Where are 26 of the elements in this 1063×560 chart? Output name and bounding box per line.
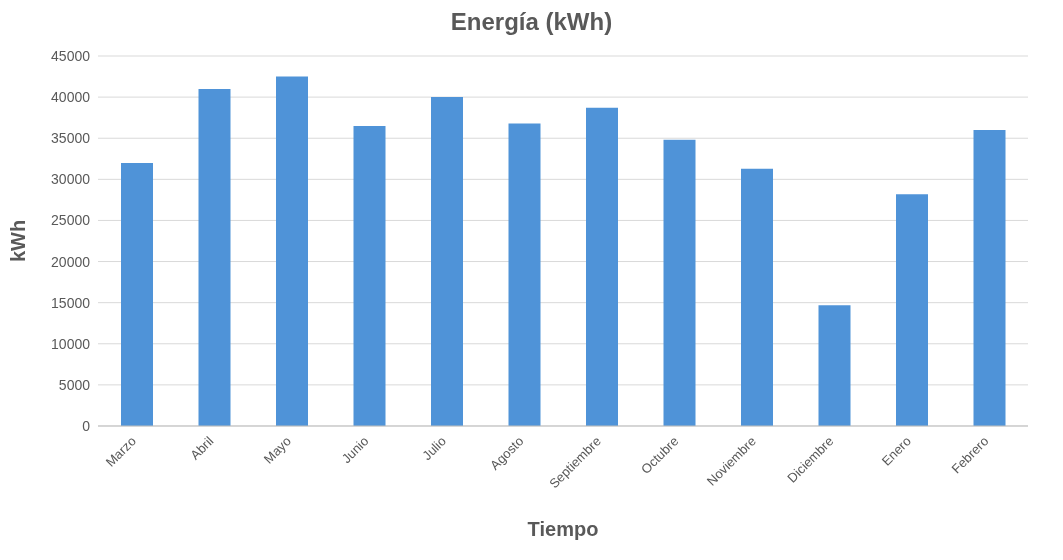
y-tick-label: 40000	[51, 89, 91, 106]
bar	[818, 305, 851, 426]
y-tick-label: 45000	[51, 47, 91, 64]
bar	[431, 97, 463, 426]
chart-title: Energía (kWh)	[449, 8, 614, 36]
x-axis-title: Tiempo	[527, 518, 599, 540]
bar	[896, 194, 928, 426]
y-tick-label: 10000	[51, 335, 91, 352]
y-tick-label: 15000	[51, 294, 91, 311]
bar	[586, 107, 618, 426]
x-tick-label: Julio	[419, 433, 449, 464]
bar	[741, 168, 773, 426]
y-tick-label: 30000	[51, 171, 91, 188]
bar	[973, 130, 1006, 426]
bar	[663, 139, 696, 426]
y-tick-label: 20000	[51, 253, 91, 270]
y-axis-title: kWh	[7, 219, 30, 263]
bar	[508, 123, 541, 426]
y-tick-label: 5000	[58, 376, 91, 393]
y-tick-label: 25000	[51, 212, 91, 229]
bar	[198, 88, 231, 426]
bar	[276, 76, 308, 426]
bar	[121, 162, 153, 426]
y-tick-label: 35000	[51, 130, 91, 147]
bar	[353, 125, 386, 426]
y-tick-label: 0	[82, 417, 91, 434]
